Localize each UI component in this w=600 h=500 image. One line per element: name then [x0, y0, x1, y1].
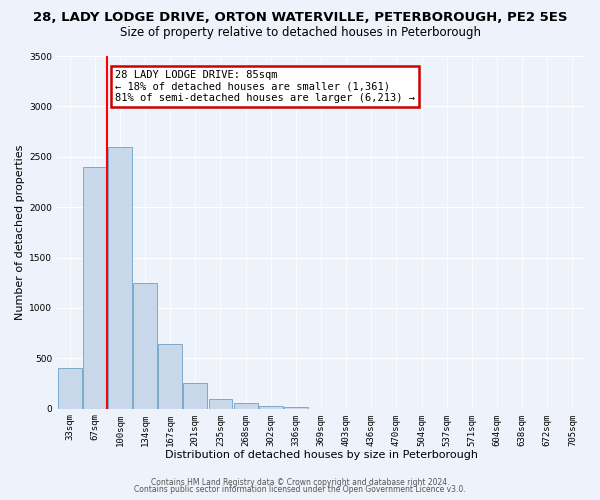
Bar	[284, 407, 308, 408]
Bar	[58, 368, 82, 408]
Y-axis label: Number of detached properties: Number of detached properties	[15, 144, 25, 320]
Text: Contains HM Land Registry data © Crown copyright and database right 2024.: Contains HM Land Registry data © Crown c…	[151, 478, 449, 487]
Text: 28 LADY LODGE DRIVE: 85sqm
← 18% of detached houses are smaller (1,361)
81% of s: 28 LADY LODGE DRIVE: 85sqm ← 18% of deta…	[115, 70, 415, 103]
Bar	[259, 406, 283, 408]
Text: Contains public sector information licensed under the Open Government Licence v3: Contains public sector information licen…	[134, 485, 466, 494]
Bar	[133, 283, 157, 408]
Text: Size of property relative to detached houses in Peterborough: Size of property relative to detached ho…	[119, 26, 481, 39]
Bar	[209, 398, 232, 408]
Bar	[233, 403, 257, 408]
Text: 28, LADY LODGE DRIVE, ORTON WATERVILLE, PETERBOROUGH, PE2 5ES: 28, LADY LODGE DRIVE, ORTON WATERVILLE, …	[33, 11, 567, 24]
X-axis label: Distribution of detached houses by size in Peterborough: Distribution of detached houses by size …	[164, 450, 478, 460]
Bar	[83, 167, 107, 408]
Bar	[158, 344, 182, 408]
Bar	[108, 146, 132, 408]
Bar	[184, 382, 207, 408]
